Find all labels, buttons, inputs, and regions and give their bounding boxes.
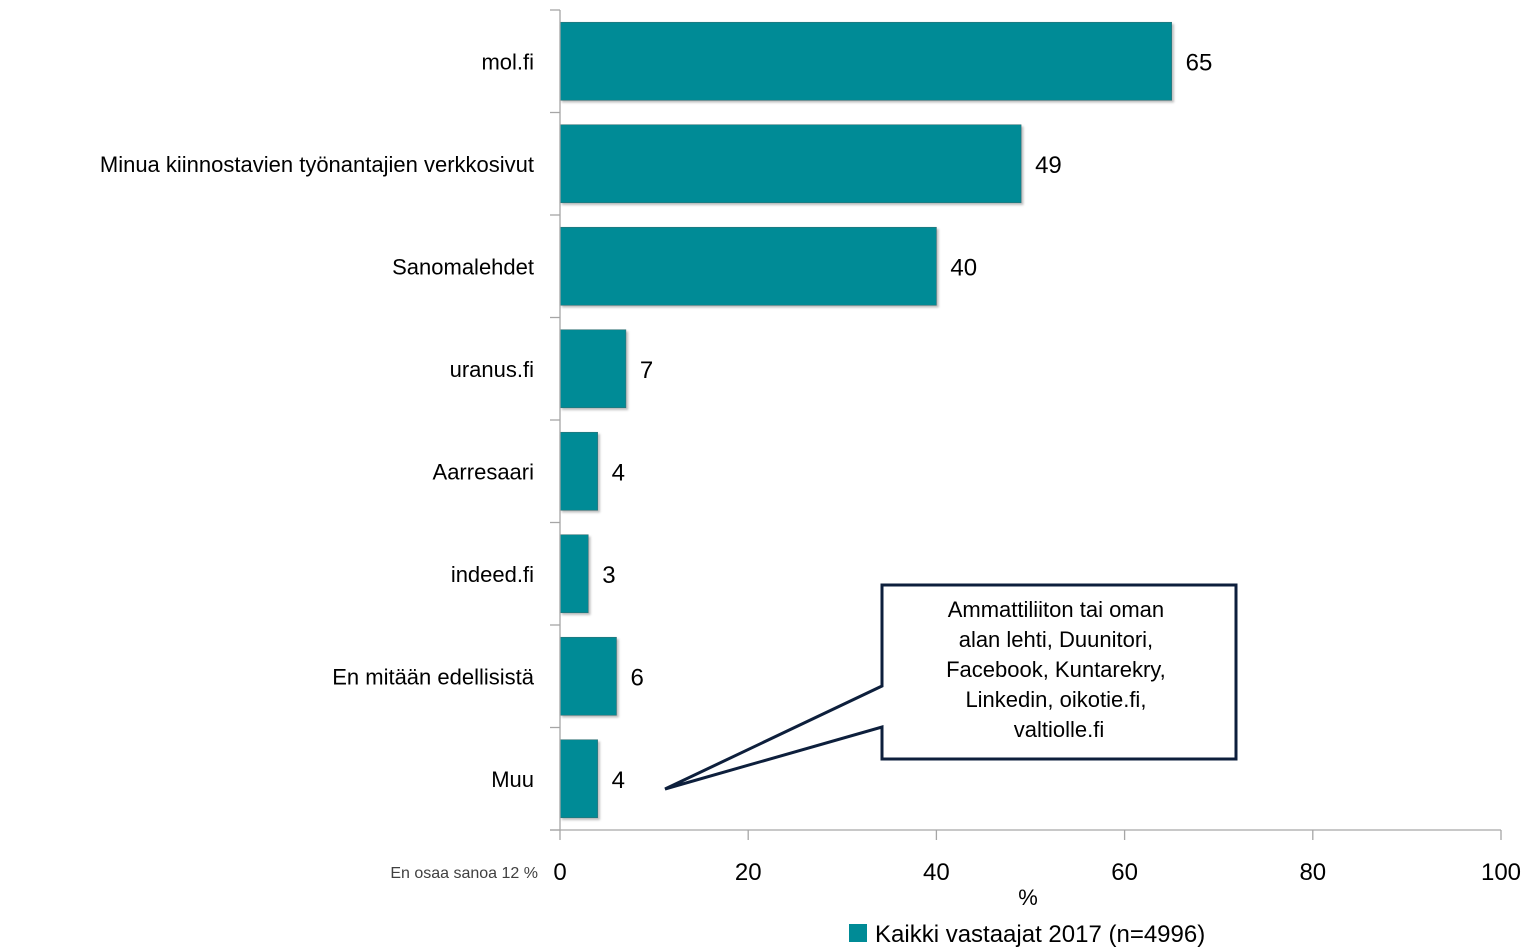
x-tick-label-3: 60 <box>1111 859 1138 886</box>
value-label-6: 3 <box>602 562 615 589</box>
category-label-8: Muu <box>491 767 534 792</box>
bar-7 <box>559 636 617 716</box>
bars-group <box>559 21 1172 819</box>
x-axis-unit-label: % <box>1018 885 1038 910</box>
value-label-3: 40 <box>950 254 977 281</box>
bar-4 <box>559 329 627 409</box>
bar-3 <box>559 226 937 306</box>
callout: Ammattiliiton tai oman alan lehti, Duuni… <box>664 583 1238 791</box>
x-tick-label-2: 40 <box>923 859 950 886</box>
x-tick-label-1: 20 <box>735 859 762 886</box>
callout-text: Ammattiliiton tai oman alan lehti, Duuni… <box>946 597 1172 742</box>
legend-swatch <box>849 924 867 942</box>
value-label-8: 4 <box>612 767 625 794</box>
category-label-7: En mitään edellisistä <box>332 664 535 689</box>
bar-1 <box>559 21 1172 101</box>
callout-line-1: Ammattiliiton tai oman <box>948 597 1164 622</box>
value-label-1: 65 <box>1186 49 1213 76</box>
legend: Kaikki vastaajat 2017 (n=4996) <box>849 921 1205 948</box>
x-tick-label-5: 100 <box>1481 859 1521 886</box>
value-label-5: 4 <box>612 459 625 486</box>
bar-8 <box>559 739 598 819</box>
x-tick-label-4: 80 <box>1299 859 1326 886</box>
value-label-7: 6 <box>630 664 643 691</box>
category-label-2: Minua kiinnostavien työnantajien verkkos… <box>100 152 534 177</box>
side-note: En osaa sanoa 12 % <box>390 865 538 882</box>
value-label-2: 49 <box>1035 152 1062 179</box>
callout-line-3: Facebook, Kuntarekry, <box>946 657 1166 682</box>
category-label-4: uranus.fi <box>450 357 534 382</box>
callout-line-5: valtiolle.fi <box>1014 717 1104 742</box>
callout-line-4: Linkedin, oikotie.fi, <box>965 687 1146 712</box>
category-label-5: Aarresaari <box>433 459 534 484</box>
labels-group: mol.fi 65 Minua kiinnostavien työnantajien… <box>100 49 1521 886</box>
category-label-3: Sanomalehdet <box>392 254 534 279</box>
callout-shape <box>664 583 1238 791</box>
category-label-6: indeed.fi <box>451 562 534 587</box>
bar-2 <box>559 124 1022 204</box>
value-label-4: 7 <box>640 357 653 384</box>
axes-group <box>550 9 1502 840</box>
legend-label: Kaikki vastaajat 2017 (n=4996) <box>875 921 1205 948</box>
x-tick-label-0: 0 <box>553 859 566 886</box>
bar-6 <box>559 534 589 614</box>
bar-5 <box>559 431 598 511</box>
callout-line-2: alan lehti, Duunitori, <box>959 627 1153 652</box>
category-label-1: mol.fi <box>481 49 534 74</box>
